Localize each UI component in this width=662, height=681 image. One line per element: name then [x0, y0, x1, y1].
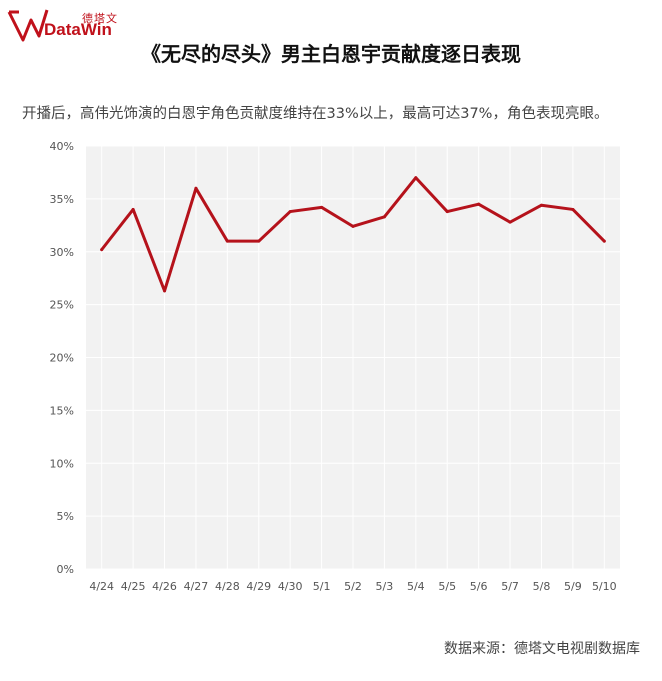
data-point	[508, 220, 512, 224]
data-point	[131, 207, 135, 211]
data-point	[351, 224, 355, 228]
x-tick-label: 5/9	[564, 580, 582, 593]
y-tick-label: 0%	[57, 563, 74, 576]
x-tick-label: 5/6	[470, 580, 488, 593]
x-tick-label: 5/4	[407, 580, 425, 593]
y-tick-label: 15%	[50, 404, 74, 417]
data-point	[414, 176, 418, 180]
x-tick-label: 4/24	[89, 580, 114, 593]
y-tick-label: 35%	[50, 193, 74, 206]
data-point	[382, 215, 386, 219]
y-tick-label: 20%	[50, 352, 74, 365]
x-tick-label: 4/25	[121, 580, 146, 593]
y-tick-label: 10%	[50, 457, 74, 470]
y-tick-label: 25%	[50, 299, 74, 312]
data-point	[320, 205, 324, 209]
brand-name-cn: 德塔文	[82, 12, 118, 25]
x-tick-label: 5/5	[438, 580, 456, 593]
x-tick-label: 4/28	[215, 580, 240, 593]
brand-logo	[6, 6, 126, 46]
data-point	[100, 248, 104, 252]
data-point	[163, 289, 167, 293]
data-point	[194, 186, 198, 190]
y-tick-label: 40%	[50, 140, 74, 153]
x-tick-label: 5/1	[313, 580, 331, 593]
data-point	[445, 210, 449, 214]
y-tick-label: 5%	[57, 510, 74, 523]
brand-name-en: DataWin	[44, 20, 112, 39]
data-point	[225, 239, 229, 243]
chart-title: 《无尽的尽头》男主白恩宇贡献度逐日表现	[141, 42, 521, 66]
data-point	[571, 207, 575, 211]
data-source: 数据来源：德塔文电视剧数据库	[444, 641, 640, 657]
x-tick-label: 4/27	[184, 580, 209, 593]
x-tick-label: 5/3	[376, 580, 394, 593]
chart-subtitle: 开播后，高伟光饰演的白恩宇角色贡献度维持在33%以上，最高可达37%，角色表现亮…	[22, 106, 609, 122]
y-tick-label: 30%	[50, 246, 74, 259]
x-tick-label: 4/30	[278, 580, 303, 593]
x-tick-label: 5/8	[533, 580, 551, 593]
data-point	[539, 203, 543, 207]
x-tick-label: 4/26	[152, 580, 177, 593]
x-tick-label: 5/2	[344, 580, 362, 593]
x-tick-label: 4/29	[246, 580, 271, 593]
x-tick-label: 5/10	[592, 580, 617, 593]
data-point	[477, 202, 481, 206]
data-point	[257, 239, 261, 243]
datawin-logo-icon	[7, 9, 49, 42]
data-point	[602, 239, 606, 243]
data-point	[288, 210, 292, 214]
x-tick-label: 5/7	[501, 580, 519, 593]
